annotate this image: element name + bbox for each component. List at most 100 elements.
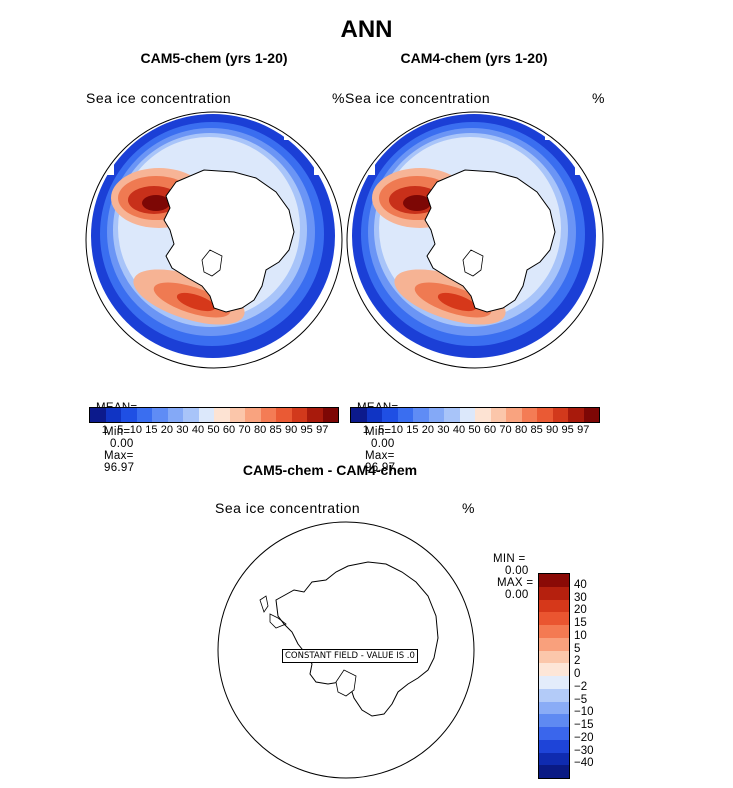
colorbar-tick-label: 90 [285,424,298,436]
polar-map-left [85,111,343,369]
colorbar-tick-label: 95 [561,424,574,436]
difference-max-value: 0.00 [505,589,529,601]
colorbar-swatch [136,408,152,422]
legend-tick-label: 30 [574,591,587,604]
colorbar-tick-label: 80 [514,424,528,436]
min-value-right: 0.00 [371,438,395,450]
colorbar-tick-label: 15 [406,424,419,436]
colorbar-swatch [183,408,199,422]
legend-tick-label: −5 [574,693,588,706]
legend-tick-label: −2 [574,680,588,693]
polar-map-right [346,111,604,369]
legend-swatch [539,701,569,715]
colorbar-swatch [444,408,460,422]
legend-swatch [539,574,569,587]
colorbar-swatch [152,408,168,422]
difference-stats: MIN = 0.00 MAX = 0.00 [486,541,533,601]
difference-min-label: MIN = [493,553,526,565]
colorbar-tick-label: 60 [483,424,497,436]
variable-label-right: Sea ice concentration [345,90,491,106]
max-value-right: 96.97 [365,462,396,474]
panel-title-left: CAM5-chem (yrs 1-20) [140,50,288,66]
colorbar-swatch [322,408,338,422]
difference-legend [538,573,570,779]
colorbar-tick-label: 15 [145,424,158,436]
colorbar-swatch [229,408,245,422]
colorbar-tick-label: 85 [530,424,543,436]
colorbar-swatch [552,408,568,422]
legend-swatch [539,688,569,702]
legend-tick-label: −20 [574,731,594,744]
max-label-right: Max= [365,450,395,462]
legend-tick-label: 40 [574,578,587,591]
colorbar-tick-label: 50 [468,424,481,436]
legend-tick-label: 0 [574,668,581,680]
colorbar-tick-label: 70 [238,424,251,436]
difference-title: CAM5-chem - CAM4-chem [242,462,418,478]
colorbar-swatch [506,408,522,422]
colorbar-tick-label: 40 [452,424,466,436]
min-label-left: Min= [104,426,131,438]
colorbar-tick-label: 5 [378,424,385,436]
colorbar-swatch [121,408,137,422]
panel-title-right: CAM4-chem (yrs 1-20) [400,50,548,66]
colorbar-swatch [366,408,382,422]
legend-swatch [539,765,569,778]
legend-swatch [539,752,569,766]
colorbar-tick-label: 97 [577,424,590,436]
colorbar-swatch [260,408,276,422]
legend-swatch [539,714,569,727]
legend-swatch [539,586,569,600]
max-label-left: Max= [104,450,134,462]
legend-tick-label: −10 [574,706,594,719]
colorbar-tick-label: 40 [191,424,205,436]
colorbar-tick-label: 10 [129,424,142,436]
main-title: ANN [340,16,393,43]
colorbar-tick-label: 5 [117,424,124,436]
colorbar-labels-right: 1 5 10 15 20 30 40 50 60 70 80 85 90 95 97 [358,424,591,436]
colorbar-swatch [245,408,261,422]
difference-legend-labels: 40 30 20 15 10 5 2 0 −2 −5 −10 −15 −20 −30 −40 [574,573,614,777]
colorbar-swatch [105,408,121,422]
units-label-left: % [332,90,345,106]
colorbar-swatch [167,408,183,422]
colorbar-tick-label: 30 [176,424,189,436]
colorbar-tick-label: 95 [300,424,313,436]
colorbar-swatch [351,408,367,422]
colorbar-swatch [214,408,230,422]
legend-tick-label: 15 [574,617,587,629]
colorbar-swatch [382,408,398,422]
legend-tick-label: −30 [574,744,594,757]
min-label-right: Min= [365,426,392,438]
legend-swatch [539,637,569,651]
colorbar-tick-label: 80 [253,424,267,436]
colorbar-tick-label: 1 [362,424,369,436]
legend-tick-label: 10 [574,629,587,642]
colorbar-tick-label: 70 [499,424,512,436]
colorbar-tick-label: 30 [437,424,450,436]
colorbar-swatch [413,408,429,422]
colorbar-tick-label: 1 [101,424,108,436]
legend-tick-label: 20 [574,604,587,617]
colorbar-left [89,407,339,423]
units-label-right: % [592,90,605,106]
legend-swatch [539,650,569,664]
colorbar-swatch [291,408,307,422]
colorbar-tick-label: 90 [546,424,559,436]
colorbar-tick-label: 50 [207,424,220,436]
colorbar-tick-label: 20 [160,424,174,436]
colorbar-swatch [459,408,475,422]
colorbar-tick-label: 20 [421,424,435,436]
colorbar-swatch [490,408,506,422]
legend-swatch [539,625,569,638]
legend-swatch [539,739,569,753]
difference-units-label: % [462,500,475,516]
colorbar-right [350,407,600,423]
colorbar-swatch [475,408,491,422]
legend-tick-label: −15 [574,719,594,731]
colorbar-swatch [397,408,413,422]
colorbar-swatch [198,408,214,422]
colorbar-swatch [568,408,584,422]
legend-swatch [539,727,569,740]
colorbar-labels-left: 1 5 10 15 20 30 40 50 60 70 80 85 90 95 97 [97,424,330,436]
